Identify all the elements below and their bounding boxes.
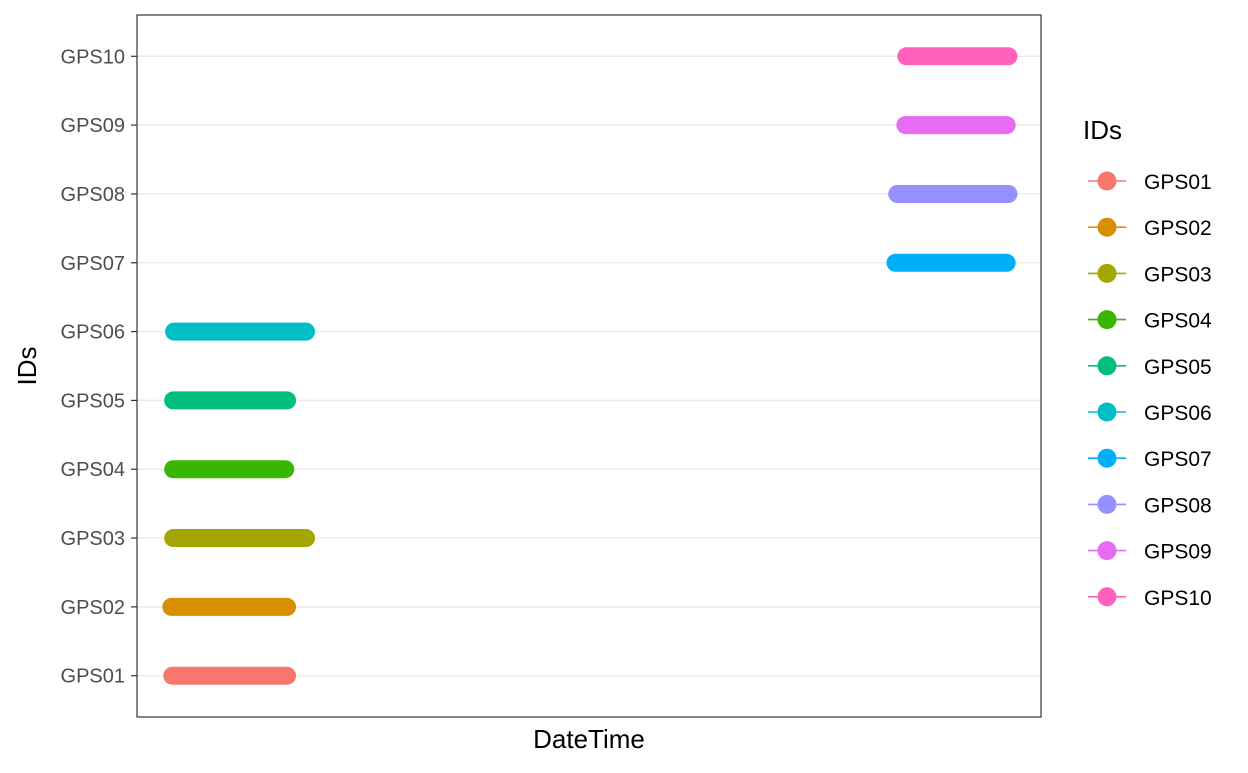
legend-key-gps02 <box>1097 217 1117 237</box>
legend-label-gps01: GPS01 <box>1144 171 1212 194</box>
y-tick-label-gps03: GPS03 <box>61 528 125 550</box>
legend-key-gps10 <box>1097 587 1117 607</box>
legend-key-gps03 <box>1097 263 1117 283</box>
legend-label-gps06: GPS06 <box>1144 402 1212 425</box>
legend-label-gps04: GPS04 <box>1144 310 1212 333</box>
y-tick-label-gps09: GPS09 <box>61 115 125 137</box>
plot-panel-border <box>136 14 1042 718</box>
y-tick-label-gps04: GPS04 <box>61 459 125 481</box>
grid-layer <box>137 55 1041 677</box>
legend-label-gps05: GPS05 <box>1144 356 1212 379</box>
y-tick-label-gps06: GPS06 <box>61 322 125 344</box>
y-tick-label-gps10: GPS10 <box>61 46 125 68</box>
legend-key-gps06 <box>1097 402 1117 422</box>
legend-label-gps02: GPS02 <box>1144 217 1212 240</box>
legend-label-gps08: GPS08 <box>1144 494 1212 517</box>
y-axis: GPS01 GPS02 GPS03 GPS04 GPS05 GPS06 GPS07 GPS08… <box>61 46 137 688</box>
legend-key-gps07 <box>1097 448 1117 468</box>
legend-label-gps09: GPS09 <box>1144 541 1212 564</box>
legend-label-gps03: GPS03 <box>1144 263 1212 286</box>
legend-label-gps07: GPS07 <box>1144 448 1212 471</box>
y-tick-label-gps02: GPS02 <box>61 597 125 619</box>
y-tick-label-gps05: GPS05 <box>61 390 125 412</box>
x-axis-title: DateTime <box>533 724 645 754</box>
legend-key-gps01 <box>1097 171 1117 191</box>
legend-label-gps10: GPS10 <box>1144 587 1212 610</box>
series-layer <box>162 47 1018 685</box>
legend-key-gps08 <box>1097 494 1117 514</box>
legend-key-gps09 <box>1097 541 1117 561</box>
y-axis-title: IDs <box>12 347 42 386</box>
y-tick-label-gps07: GPS07 <box>61 253 125 275</box>
legend-key-gps05 <box>1097 356 1117 376</box>
legend-title: IDs <box>1083 115 1122 145</box>
legend-key-gps04 <box>1097 310 1117 330</box>
y-tick-label-gps01: GPS01 <box>61 666 125 688</box>
y-tick-label-gps08: GPS08 <box>61 184 125 206</box>
legend: IDs GPS01 GPS02 GPS03 GPS04 GPS05 GPS06 GPS07 G… <box>1083 115 1212 610</box>
